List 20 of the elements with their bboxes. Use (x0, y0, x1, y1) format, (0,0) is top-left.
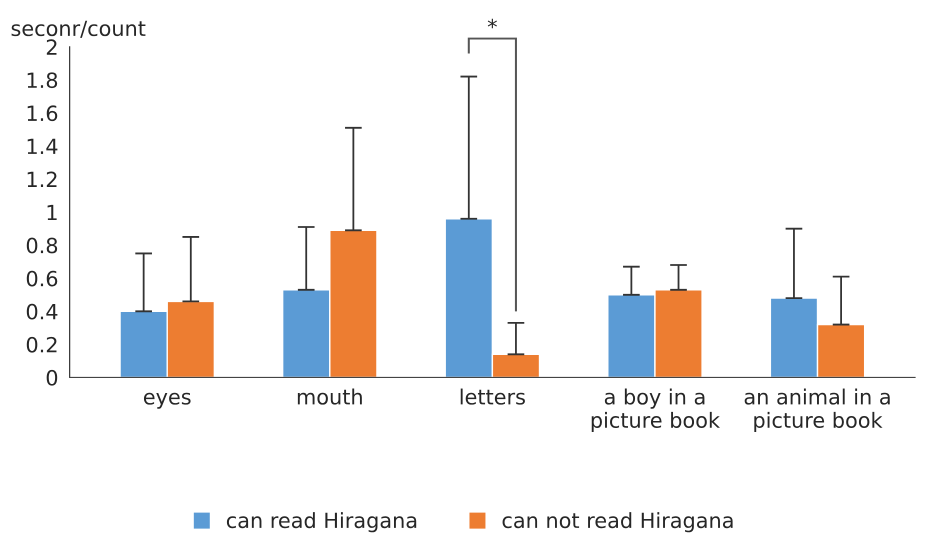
x-tick-label: a boy in a picture book (592, 388, 720, 432)
legend-label: can not read Hiragana (502, 512, 733, 532)
y-tick-label: 1.8 (28, 72, 58, 88)
y-tick-label: 0.2 (26, 336, 56, 353)
y-tick-label: 1 (48, 204, 57, 220)
y-tick-label: 2 (46, 39, 56, 55)
y-tick-label: 1.6 (28, 105, 58, 122)
x-tick-label: eyes (144, 392, 191, 409)
y-tick-label: 1.2 (28, 172, 56, 187)
y-tick-label: 1.4 (28, 138, 58, 154)
legend-label: can read Hiragana (226, 512, 416, 532)
y-tick-label: 0.8 (26, 238, 58, 254)
x-tick-label: an animal in a picture book (744, 388, 890, 432)
text: * (488, 18, 497, 28)
y-tick-label: 0 (46, 370, 58, 386)
y-tick-label: 0.6 (26, 270, 58, 286)
y-axis-title: seconr/count (12, 20, 146, 38)
x-tick-label: mouth (298, 388, 362, 405)
y-tick-label: 0.4 (26, 304, 58, 320)
x-tick-label: letters (460, 388, 525, 405)
